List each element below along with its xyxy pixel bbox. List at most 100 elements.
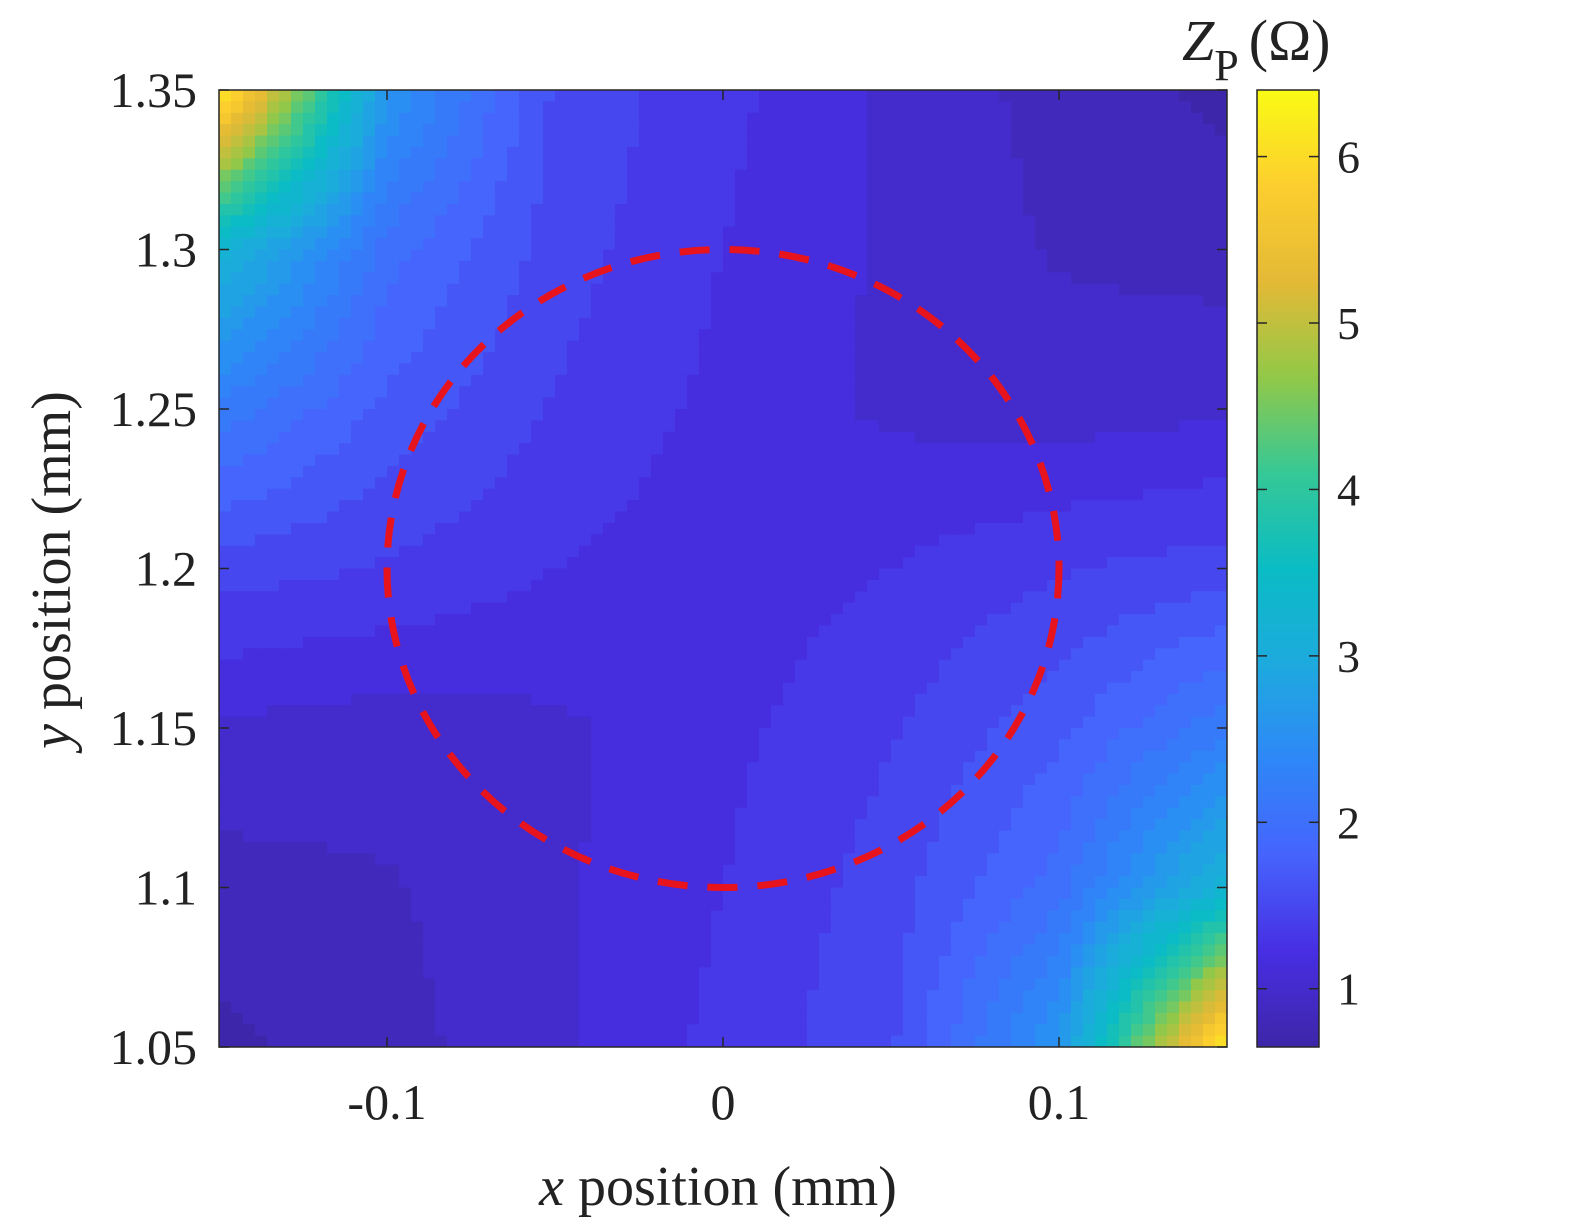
heatmap-cell [939, 306, 952, 319]
heatmap-cell [483, 272, 496, 285]
heatmap-cell [1191, 465, 1204, 479]
heatmap-cell [435, 750, 448, 763]
heatmap-cell [579, 238, 592, 251]
heatmap-cell [495, 557, 508, 570]
heatmap-cell [807, 352, 820, 365]
heatmap-cell [279, 215, 292, 228]
heatmap-cell [759, 249, 772, 262]
heatmap-cell [459, 283, 472, 296]
heatmap-cell [807, 636, 820, 650]
heatmap-cell [339, 522, 352, 536]
heatmap-cell [507, 465, 520, 479]
heatmap-cell [735, 591, 748, 604]
heatmap-cell [675, 90, 688, 103]
heatmap-cell [1167, 192, 1180, 205]
heatmap-cell [327, 671, 340, 684]
heatmap-cell [519, 226, 532, 239]
heatmap-cell [975, 420, 988, 433]
heatmap-cell [891, 238, 904, 251]
heatmap-cell [459, 203, 472, 217]
heatmap-cell [1011, 454, 1024, 467]
heatmap-cell [999, 124, 1012, 137]
heatmap-cell [1023, 614, 1036, 627]
heatmap-cell [1191, 386, 1204, 399]
heatmap-cell [567, 158, 580, 171]
heatmap-cell [951, 397, 964, 410]
heatmap-cell [423, 557, 436, 570]
heatmap-cell [915, 192, 928, 205]
heatmap-cell [1059, 500, 1072, 513]
heatmap-cell [1035, 146, 1048, 160]
heatmap-cell [651, 158, 664, 171]
heatmap-cell [1191, 636, 1204, 650]
heatmap-cell [963, 602, 976, 615]
heatmap-cell [891, 648, 904, 661]
heatmap-cell [1131, 716, 1144, 729]
heatmap-cell [1119, 488, 1132, 501]
heatmap-cell [999, 716, 1012, 729]
heatmap-cell [591, 579, 604, 593]
heatmap-cell [1107, 112, 1120, 125]
heatmap-cell [555, 454, 568, 467]
heatmap-cell [1191, 363, 1204, 376]
heatmap-cell [1155, 568, 1168, 581]
heatmap-cell [567, 636, 580, 650]
heatmap-cell [747, 454, 760, 467]
heatmap-cell [231, 181, 244, 194]
heatmap-cell [867, 124, 880, 137]
heatmap-cell [807, 90, 820, 103]
heatmap-cell [975, 306, 988, 319]
heatmap-cell [603, 283, 616, 296]
heatmap-cell [759, 374, 772, 388]
heatmap-cell [627, 705, 640, 718]
heatmap-cell [747, 329, 760, 342]
heatmap-cell [531, 465, 544, 479]
heatmap-cell [1155, 477, 1168, 490]
heatmap-cell [1011, 625, 1024, 638]
heatmap-cell [375, 124, 388, 137]
heatmap-cell [675, 500, 688, 513]
heatmap-cell [1143, 203, 1156, 217]
heatmap-cell [735, 557, 748, 570]
heatmap-cell [879, 728, 892, 741]
heatmap-cell [903, 203, 916, 217]
heatmap-cell [567, 352, 580, 365]
heatmap-cell [351, 511, 364, 524]
heatmap-cell [651, 295, 664, 308]
heatmap-cell [1095, 602, 1108, 615]
heatmap-cell [435, 614, 448, 627]
heatmap-cell [603, 135, 616, 148]
heatmap-cell [1143, 101, 1156, 114]
heatmap-cell [675, 329, 688, 342]
heatmap-cell [327, 203, 340, 217]
heatmap-cell [915, 363, 928, 376]
heatmap-cell [1155, 728, 1168, 741]
heatmap-cell [1131, 636, 1144, 650]
heatmap-cell [483, 705, 496, 718]
heatmap-cell [471, 739, 484, 752]
heatmap-cell [771, 522, 784, 536]
heatmap-cell [1131, 511, 1144, 524]
heatmap-cell [1215, 169, 1227, 182]
heatmap-cell [783, 591, 796, 604]
heatmap-cell [1095, 260, 1108, 274]
heatmap-cell [1143, 135, 1156, 148]
heatmap-cell [231, 545, 244, 558]
heatmap-cell [807, 112, 820, 125]
heatmap-cell [519, 101, 532, 114]
heatmap-cell [1107, 500, 1120, 513]
heatmap-cell [783, 511, 796, 524]
heatmap-cell [555, 636, 568, 650]
heatmap-cell [243, 386, 256, 399]
heatmap-cell [759, 739, 772, 752]
heatmap-cell [243, 329, 256, 342]
heatmap-cell [1023, 659, 1036, 672]
heatmap-cell [531, 636, 544, 650]
heatmap-cell [555, 397, 568, 410]
heatmap-cell [783, 728, 796, 741]
heatmap-cell [783, 283, 796, 296]
heatmap-cell [219, 648, 232, 661]
heatmap-cell [423, 671, 436, 684]
heatmap-cell [735, 545, 748, 558]
heatmap-cell [1131, 534, 1144, 547]
